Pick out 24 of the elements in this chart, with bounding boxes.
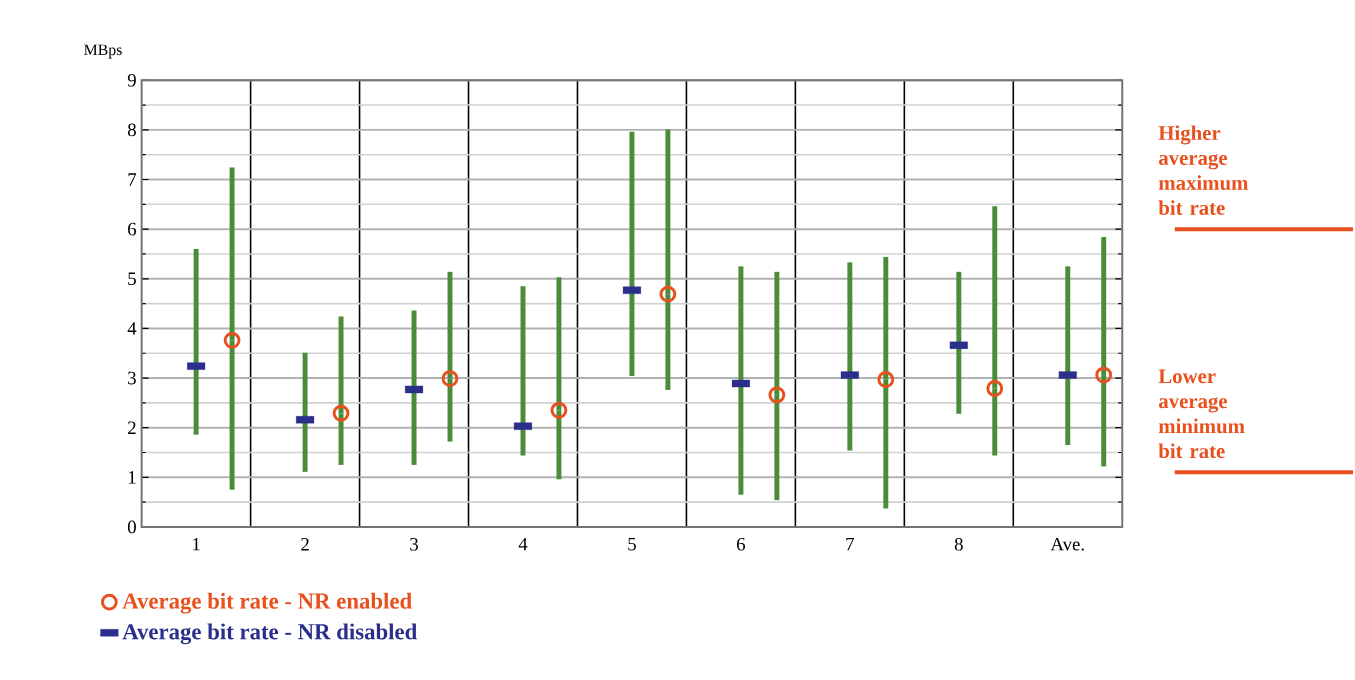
y-tick-label: 1 (128, 470, 136, 484)
y-tick-label: 3 (128, 371, 136, 385)
x-tick-label: 8 (954, 537, 963, 551)
y-tick-label: 5 (128, 272, 136, 285)
x-tick-label: 1 (193, 537, 200, 551)
legend-label: Average bit rate - NR disabled (122, 623, 418, 644)
y-axis-title: MBps (84, 44, 122, 59)
x-tick-label: 7 (846, 537, 855, 551)
x-tick-label: 5 (628, 537, 636, 551)
ref-line-label: Lower average minimum bit rate (1158, 369, 1245, 458)
y-tick-label: 7 (128, 173, 137, 186)
ref-line-label: Higher average maximum bit rate (1158, 125, 1249, 215)
x-tick-label: 3 (410, 537, 418, 551)
x-tick-label: 6 (737, 537, 746, 551)
y-tick-label: 0 (127, 520, 136, 534)
x-tick-label: Ave. (1050, 537, 1084, 551)
x-tick-label: 4 (518, 537, 528, 551)
y-tick-label: 9 (127, 73, 136, 87)
y-tick-label: 6 (128, 222, 137, 236)
legend-label: Average bit rate - NR enabled (122, 592, 412, 614)
x-tick-label: 2 (301, 537, 309, 551)
y-tick-label: 4 (127, 321, 137, 335)
y-tick-label: 2 (128, 421, 136, 434)
y-tick-label: 8 (127, 123, 136, 136)
